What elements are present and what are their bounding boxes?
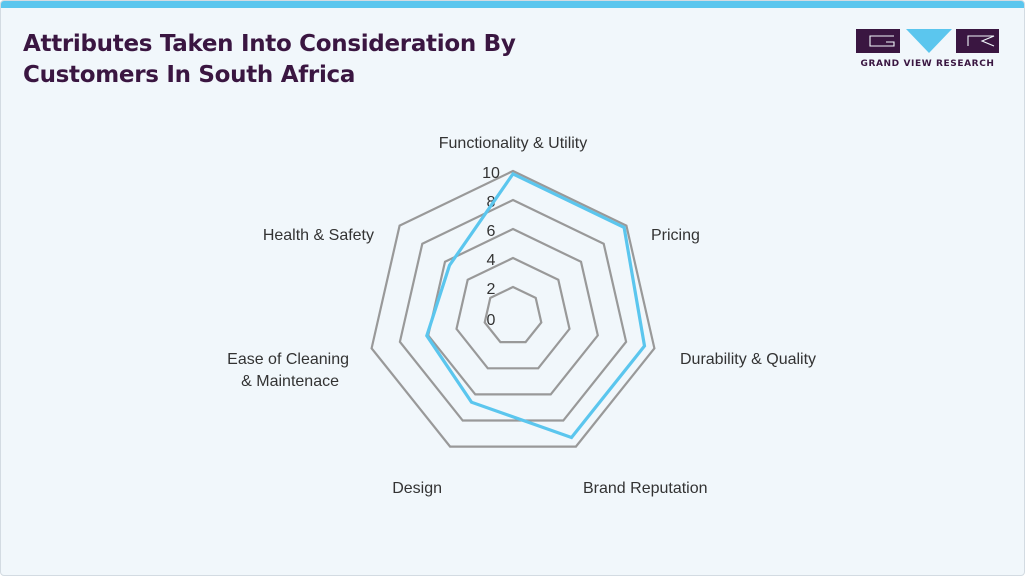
category-label-ease-of-cleaning-maintenace: Ease of Cleaning & Maintenace bbox=[227, 351, 349, 390]
grid-ring-2 bbox=[483, 285, 543, 344]
grid-ring-10 bbox=[370, 169, 656, 448]
accent-bar bbox=[1, 1, 1024, 8]
tick-label-10: 10 bbox=[482, 165, 500, 182]
category-label-health-safety: Health & Safety bbox=[263, 227, 374, 244]
grid-ring-4 bbox=[455, 256, 571, 370]
tick-label-2: 2 bbox=[487, 281, 496, 298]
chart-title-line-2: Customers In South Africa bbox=[23, 62, 356, 88]
category-label-pricing: Pricing bbox=[651, 227, 700, 244]
category-label-brand-reputation: Brand Reputation bbox=[583, 480, 708, 497]
category-label-durability-quality: Durability & Quality bbox=[680, 351, 816, 368]
grid-ring-8 bbox=[398, 198, 628, 422]
chart-title-line-1: Attributes Taken Into Consideration By bbox=[23, 31, 516, 57]
chart-title: Attributes Taken Into Consideration By C… bbox=[23, 29, 583, 91]
logo-text: GRAND VIEW RESEARCH bbox=[860, 59, 995, 69]
category-label-functionality-utility: Functionality & Utility bbox=[439, 135, 588, 152]
tick-label-6: 6 bbox=[487, 223, 496, 240]
tick-label-8: 8 bbox=[487, 194, 496, 211]
gvr-logo-icon bbox=[856, 29, 999, 53]
company-logo: GRAND VIEW RESEARCH bbox=[856, 29, 999, 71]
tick-label-0: 0 bbox=[487, 312, 496, 329]
tick-label-4: 4 bbox=[487, 252, 496, 269]
category-label-design: Design bbox=[392, 480, 442, 497]
grid-ring-6 bbox=[427, 227, 599, 396]
series-line-score bbox=[425, 171, 647, 440]
